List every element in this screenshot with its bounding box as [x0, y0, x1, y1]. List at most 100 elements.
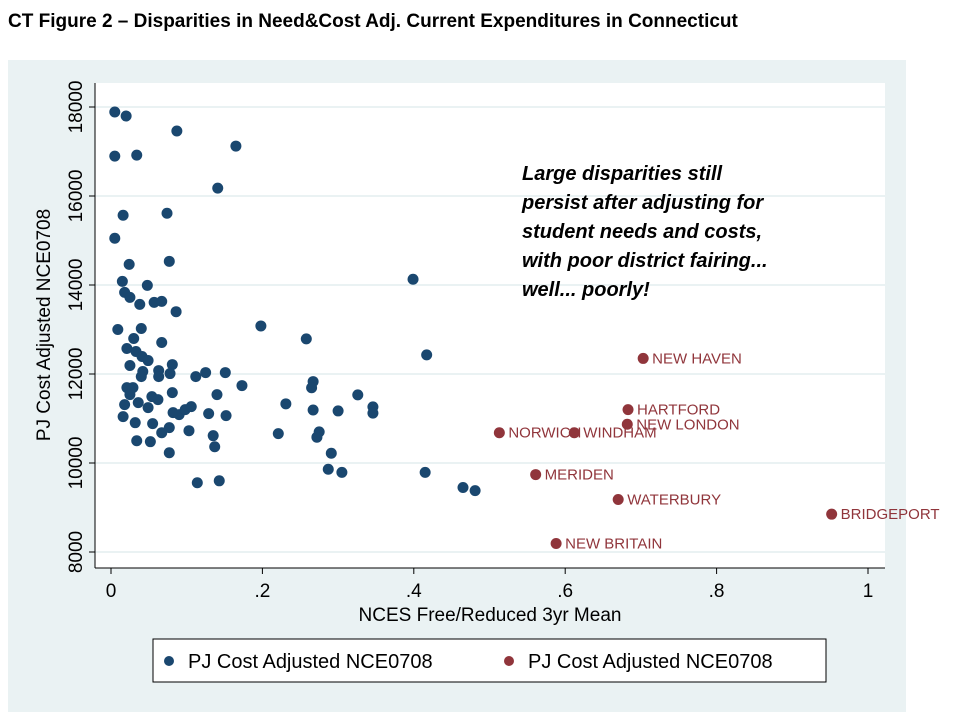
- plot-region: [95, 83, 885, 568]
- data-point: [147, 418, 159, 430]
- data-point-norwich: [493, 427, 505, 439]
- data-point: [170, 306, 182, 318]
- data-point: [124, 360, 136, 372]
- data-point: [164, 368, 176, 380]
- annotation-line: persist after adjusting for: [521, 192, 764, 214]
- data-point: [129, 417, 141, 429]
- legend-label-series-1: PJ Cost Adjusted NCE0708: [188, 651, 433, 673]
- annotation: Large disparities still persist after ad…: [521, 163, 768, 301]
- annotation-line: Large disparities still: [522, 163, 723, 185]
- legend-marker-series-1: [164, 656, 174, 666]
- point-label: BRIDGEPORT: [841, 506, 940, 523]
- data-point: [156, 427, 168, 439]
- data-point: [166, 359, 178, 371]
- data-point: [211, 389, 223, 401]
- data-point: [311, 431, 323, 443]
- data-point: [124, 389, 136, 401]
- data-point: [230, 140, 242, 152]
- x-tick-label: .8: [709, 581, 725, 602]
- data-point-new-britain: [550, 538, 562, 550]
- data-point: [134, 298, 146, 310]
- data-point-hartford: [622, 404, 634, 416]
- x-tick-label: 1: [863, 581, 874, 602]
- series-1-points: [109, 106, 481, 497]
- data-point: [209, 441, 221, 453]
- data-point: [190, 371, 202, 383]
- y-tick-label: 14000: [66, 259, 87, 312]
- data-point-bridgeport: [826, 508, 838, 520]
- data-point: [109, 150, 121, 162]
- point-label: WINDHAM: [583, 425, 656, 442]
- data-point: [153, 371, 165, 383]
- data-point: [152, 394, 164, 406]
- x-tick-label: .6: [557, 581, 573, 602]
- data-point: [131, 149, 143, 161]
- data-point: [156, 336, 168, 348]
- data-point-new-haven: [637, 352, 649, 364]
- data-point: [163, 447, 175, 459]
- data-point: [124, 291, 136, 303]
- data-point: [128, 332, 140, 344]
- data-point: [421, 349, 433, 361]
- data-point: [132, 397, 144, 409]
- data-point: [117, 411, 129, 423]
- data-point: [352, 389, 364, 401]
- legend-marker-series-2: [504, 656, 514, 666]
- data-point: [135, 322, 147, 334]
- data-point: [144, 436, 156, 448]
- data-point: [272, 428, 284, 440]
- data-point: [203, 408, 215, 420]
- y-tick-label: 18000: [66, 81, 87, 134]
- data-point: [255, 320, 267, 332]
- data-point: [109, 106, 121, 118]
- x-tick-label: .4: [406, 581, 422, 602]
- point-label: HARTFORD: [637, 402, 720, 419]
- data-point: [300, 333, 312, 345]
- data-point: [200, 367, 212, 379]
- y-tick-label: 16000: [66, 170, 87, 223]
- data-point: [213, 475, 225, 487]
- data-point: [135, 371, 147, 383]
- data-point: [185, 401, 197, 413]
- annotation-line: well... poorly!: [522, 279, 650, 301]
- data-point: [306, 382, 318, 394]
- legend-box: [152, 638, 827, 683]
- data-point: [142, 355, 154, 367]
- data-point: [469, 485, 481, 497]
- data-point: [117, 209, 129, 221]
- x-axis-ticks: 0 .2 .4 .6 .8 1: [106, 568, 874, 602]
- data-point: [121, 343, 133, 355]
- data-point: [112, 324, 124, 335]
- chart-title: CT Figure 2 – Disparities in Need&Cost A…: [8, 11, 739, 32]
- data-point: [171, 125, 183, 137]
- data-point-meriden: [530, 469, 542, 481]
- point-label: NEW HAVEN: [652, 350, 742, 367]
- y-tick-label: 8000: [66, 531, 87, 573]
- point-label: NORWICH: [508, 425, 581, 442]
- point-label: NEW LONDON: [636, 416, 739, 433]
- data-point-waterbury: [612, 493, 624, 505]
- data-point: [116, 275, 128, 287]
- data-point: [119, 399, 131, 411]
- data-point: [212, 182, 224, 194]
- annotation-line: student needs and costs,: [522, 221, 762, 243]
- y-axis-label: PJ Cost Adjusted NCE0708: [34, 209, 55, 441]
- point-label: MERIDEN: [545, 467, 614, 484]
- x-tick-label: 0: [106, 581, 117, 602]
- data-point: [307, 404, 319, 416]
- data-point: [236, 380, 248, 392]
- data-point: [457, 481, 469, 493]
- data-point: [336, 466, 348, 478]
- data-point-windham: [568, 427, 580, 439]
- data-point: [120, 110, 132, 122]
- data-point: [142, 402, 154, 414]
- annotation-line: with poor district fairing...: [522, 250, 768, 272]
- data-point: [367, 407, 379, 419]
- y-tick-label: 12000: [66, 348, 87, 401]
- legend-label-series-2: PJ Cost Adjusted NCE0708: [528, 651, 773, 673]
- data-point: [131, 435, 143, 447]
- point-label: NEW BRITAIN: [565, 536, 662, 553]
- data-point: [280, 398, 292, 410]
- data-point: [332, 405, 344, 417]
